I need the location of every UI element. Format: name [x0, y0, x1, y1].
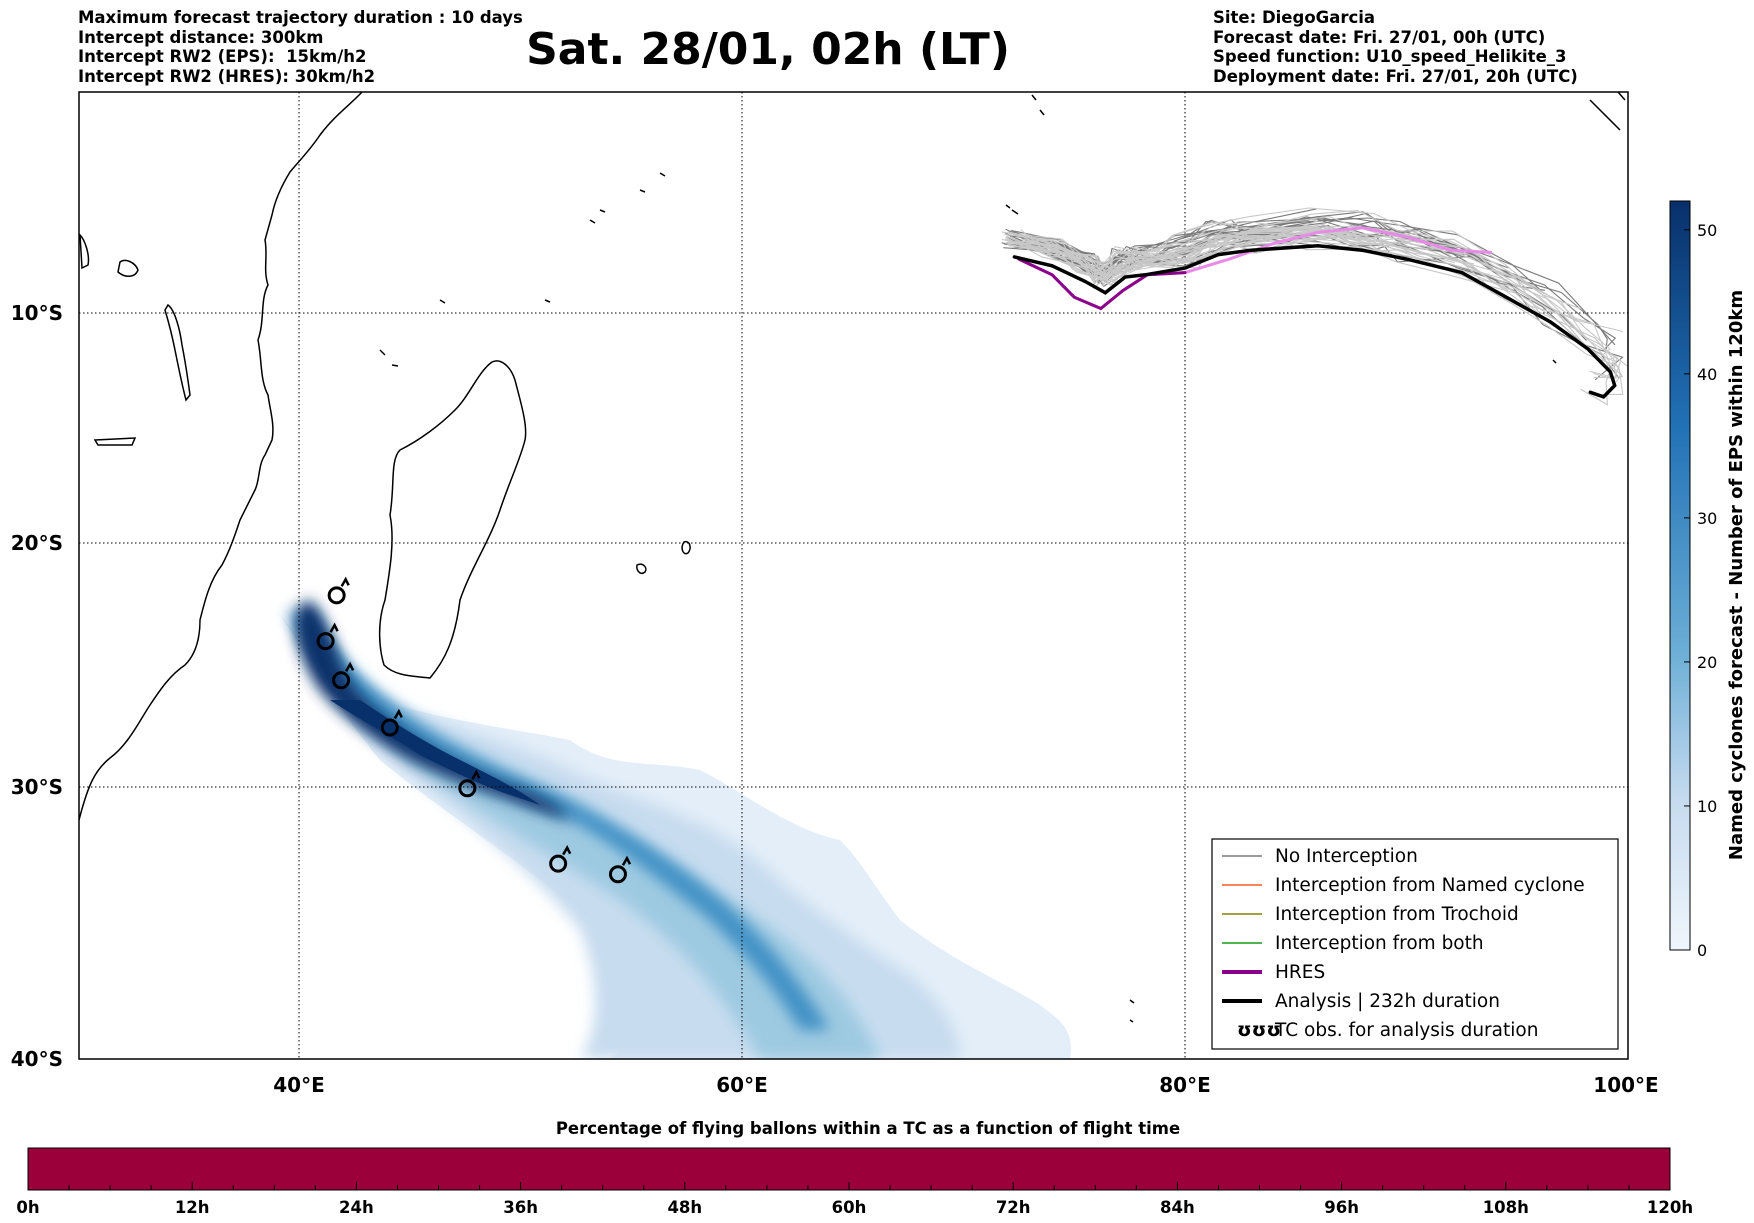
eps-track-line — [1016, 228, 1517, 293]
flight-bar-tick-label: 0h — [16, 1198, 39, 1217]
tc-obs-tail — [621, 855, 632, 866]
eps-track-line — [1021, 234, 1623, 383]
map-title: Sat. 28/01, 02h (LT) — [0, 22, 1754, 78]
eps-density-plume — [276, 600, 1071, 1059]
flight-bar-tick-label: 120h — [1647, 1198, 1693, 1217]
eps-track-line — [1021, 225, 1456, 282]
eps-track-line — [1004, 223, 1624, 379]
eps-member-trajectories — [1001, 207, 1628, 406]
lon-label-40E: 40°E — [273, 1073, 325, 1097]
chagos-maldives — [1005, 92, 1626, 1023]
reunion-mauritius — [636, 540, 691, 575]
flight-bar-title: Percentage of flying ballons within a TC… — [556, 1119, 1180, 1138]
flight-bar-tick-label: 60h — [832, 1198, 867, 1217]
tc-obs-tail — [344, 661, 355, 672]
map-title-text: Sat. 28/01, 02h (LT) — [526, 24, 1010, 75]
tc-obs-marker — [332, 671, 351, 690]
axis-labels: 10°S 20°S 30°S 40°S 40°E 60°E 80°E 100°E — [11, 301, 1659, 1097]
lon-label-100E: 100°E — [1593, 1073, 1658, 1097]
lon-label-60E: 60°E — [716, 1073, 768, 1097]
colorbar-gradient — [1669, 200, 1691, 951]
lat-label-20S: 20°S — [11, 531, 63, 555]
madagascar — [378, 360, 527, 679]
intercept-hres-text: Intercept RW2 (HRES): 30km/h2 — [78, 66, 376, 86]
tc-obs-marker — [327, 586, 346, 605]
intercept-eps-text: Intercept RW2 (EPS): 15km/h2 — [78, 47, 367, 66]
legend-label: Interception from both — [1275, 933, 1484, 954]
legend-label: Interception from Named cyclone — [1275, 875, 1585, 896]
flight-bar-tick-label: 96h — [1324, 1198, 1359, 1217]
lake-tanganyika — [164, 303, 191, 402]
seychelles — [379, 172, 666, 367]
deployment-date-text: Deployment date: Fri. 27/01, 20h (UTC) — [1213, 66, 1578, 86]
tc-obs-marker — [608, 865, 627, 884]
colorbar-tick-label: 50 — [1697, 221, 1717, 240]
flight-bar-tick-label: 12h — [175, 1198, 210, 1217]
colorbar-tick-label: 0 — [1697, 941, 1707, 960]
flight-bar-tick-label: 72h — [996, 1198, 1031, 1217]
tc-obs-marker — [380, 718, 399, 737]
lat-label-40S: 40°S — [11, 1047, 63, 1071]
legend: No Interception Interception from Named c… — [1211, 838, 1619, 1050]
lake-malawi — [93, 437, 137, 446]
eps-track-line — [1020, 229, 1547, 309]
colorbar-tick-label: 30 — [1697, 509, 1717, 528]
speed-function-text: Speed function: U10_speed_Helikite_3 — [1213, 47, 1567, 66]
flight-bar-tick-label: 24h — [339, 1198, 374, 1217]
lat-label-30S: 30°S — [11, 775, 63, 799]
map-frame — [78, 91, 1629, 1060]
colorbar-tick-label: 40 — [1697, 365, 1717, 384]
colorbar-tick-label: 10 — [1697, 797, 1717, 816]
tc-obs-tail — [393, 708, 403, 720]
flight-bar-tick-label: 48h — [667, 1198, 702, 1217]
flight-bar-tick-label: 36h — [503, 1198, 538, 1217]
legend-tc-symbol: ʊʊʊ — [1237, 1019, 1281, 1041]
eps-track-line — [1010, 231, 1475, 276]
tc-obs-tail — [340, 576, 350, 587]
analysis-track — [1012, 243, 1617, 399]
legend-label: Interception from Trochoid — [1275, 904, 1519, 925]
site-info: Site: DiegoGarcia Forecast date: Fri. 27… — [1213, 8, 1578, 86]
legend-label: No Interception — [1275, 846, 1418, 867]
lon-label-80E: 80°E — [1159, 1073, 1211, 1097]
flight-bar-tick-label: 84h — [1160, 1198, 1195, 1217]
forecast-parameters: Maximum forecast trajectory duration : 1… — [78, 8, 523, 86]
tc-obs-marker — [458, 779, 477, 798]
forecast-date-text: Forecast date: Fri. 27/01, 00h (UTC) — [1213, 27, 1546, 47]
tc-obs-tail — [471, 769, 481, 780]
legend-box — [1211, 838, 1619, 1050]
colorbar-label: Named cyclones forecast - Number of EPS … — [1726, 290, 1747, 860]
tc-obs-tail — [562, 844, 572, 856]
site-text: Site: DiegoGarcia — [1213, 8, 1376, 27]
eps-track-line — [1019, 226, 1614, 406]
tc-obs-marker — [316, 632, 335, 651]
legend-label: HRES — [1275, 962, 1325, 983]
coastlines — [79, 92, 1626, 1023]
flight-bar-tick-label: 108h — [1483, 1198, 1529, 1217]
eps-track-line — [1026, 230, 1321, 279]
tc-obs-marker — [549, 854, 568, 873]
africa-coast — [79, 92, 363, 821]
legend-label: TC obs. for analysis duration — [1274, 1020, 1538, 1041]
flight-time-bar: Percentage of flying ballons within a TC… — [16, 1119, 1693, 1217]
intercept-distance-text: Intercept distance: 300km — [78, 27, 324, 47]
legend-label: Analysis | 232h duration — [1275, 991, 1500, 1012]
lat-label-10S: 10°S — [11, 301, 63, 325]
tc-observation-markers — [316, 576, 632, 884]
lake-victoria — [79, 233, 139, 277]
max-duration-text: Maximum forecast trajectory duration : 1… — [78, 8, 523, 27]
tc-obs-tail — [329, 622, 339, 633]
colorbar-tick-label: 20 — [1697, 653, 1717, 672]
eps-colorbar: 0 10 20 30 40 50 Named cyclones forecast - Nu… — [1669, 200, 1747, 960]
